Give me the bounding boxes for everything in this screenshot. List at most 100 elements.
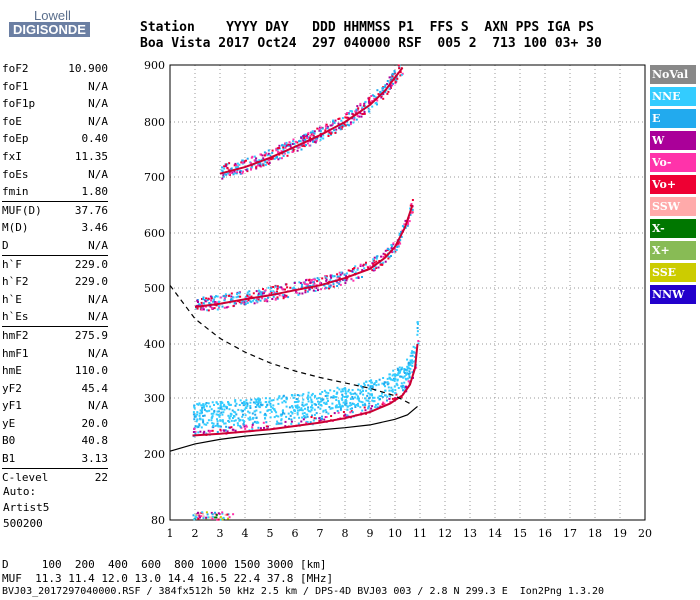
echo-dot [388,87,391,90]
echo-dot [277,415,280,418]
echo-dot [320,288,322,291]
echo-dot [201,511,204,514]
echo-dot [233,419,236,422]
echo-dot [323,389,326,392]
echo-dot [257,426,260,429]
echo-dot [285,141,288,144]
echo-dot [210,516,213,519]
echo-dot [390,244,393,246]
echo-dot [227,426,230,429]
echo-dot [315,403,317,406]
echo-dot [200,412,203,415]
param-name: yF1 [2,399,22,413]
echo-dot [344,387,347,390]
echo-dot [362,390,364,392]
param-value: N/A [88,346,108,360]
echo-dot [377,93,380,96]
param-value: N/A [88,79,108,93]
echo-dot [230,292,233,295]
echo-dot [319,128,322,131]
echo-dot [290,410,293,413]
echo-dot [279,413,282,416]
x-tick-label: 10 [388,527,402,540]
param-row: hmF1 N/A [2,345,108,363]
echo-dot [199,409,202,412]
echo-dot [341,124,344,127]
echo-dot [202,515,205,518]
echo-dot [264,297,267,300]
echo-dot [255,166,258,169]
echo-dot [332,283,335,286]
echo-dot [239,426,242,429]
echo-dot [324,409,327,412]
echo-dot [238,291,241,294]
echo-dot [332,275,334,278]
echo-dot [227,414,230,417]
param-value: 37.76 [74,203,108,217]
echo-dot [211,429,214,432]
echo-dot [278,144,281,147]
echo-dot [259,153,262,156]
echo-dot [327,400,329,402]
header-values: Boa Vista 2017 Oct24 297 040000 RSF 005 … [140,36,602,51]
echo-dot [251,165,253,168]
echo-dot [416,327,419,329]
echo-dot [406,372,409,375]
echo-dot [316,277,319,280]
echo-dot [265,406,268,408]
echo-dot [204,403,207,406]
echo-dot [331,122,334,125]
echo-dot [363,112,366,115]
echo-dot [293,394,296,397]
echo-dot [225,407,228,410]
x-tick-label: 1 [167,527,174,540]
echo-dot [311,406,314,409]
echo-dot [309,134,312,137]
echo-dot [319,407,322,410]
echo-dot [357,398,360,401]
echo-dot [368,380,371,383]
echo-dot [372,400,375,403]
echo-dot [222,405,225,408]
echo-dot [239,171,241,174]
echo-dot [276,147,279,150]
echo-dot [287,296,290,299]
echo-dot [276,156,278,158]
echo-dot [270,410,273,413]
echo-dot [305,144,307,147]
echo-dot [256,404,259,406]
echo-dot [222,175,225,178]
echo-dot [209,430,211,433]
echo-dot [402,226,405,229]
echo-dot [265,298,268,301]
echo-dot [193,404,196,407]
param-row: h`F2 229.0 [2,273,108,291]
echo-dot [239,399,242,402]
echo-dot [308,144,311,147]
echo-dot [205,423,208,426]
echo-dot [198,423,201,426]
echo-dot [196,512,199,515]
echo-dot [280,150,283,153]
echo-dot [340,119,343,122]
muf-row: MUF 11.3 11.4 12.0 13.0 14.4 16.5 22.4 3… [2,572,334,585]
echo-dot [282,411,284,414]
echo-dot [328,406,331,408]
echo-dot [324,395,327,397]
echo-dot [361,409,364,412]
echo-dot [213,296,216,299]
echo-dot [366,394,369,397]
echo-dot [367,100,370,103]
echo-dot [200,426,203,429]
echo-dot [250,167,253,170]
echo-dot [257,294,260,297]
echo-dot [204,300,207,303]
echo-dot [232,173,235,176]
trace-line [169,284,411,405]
echo-dot [239,425,242,427]
echo-dot [400,368,403,371]
header-labels: Station YYYY DAY DDD HHMMSS P1 FFS S AXN… [140,20,594,35]
echo-dot [372,258,375,261]
echo-dot [278,157,281,160]
echo-dot [197,517,200,520]
